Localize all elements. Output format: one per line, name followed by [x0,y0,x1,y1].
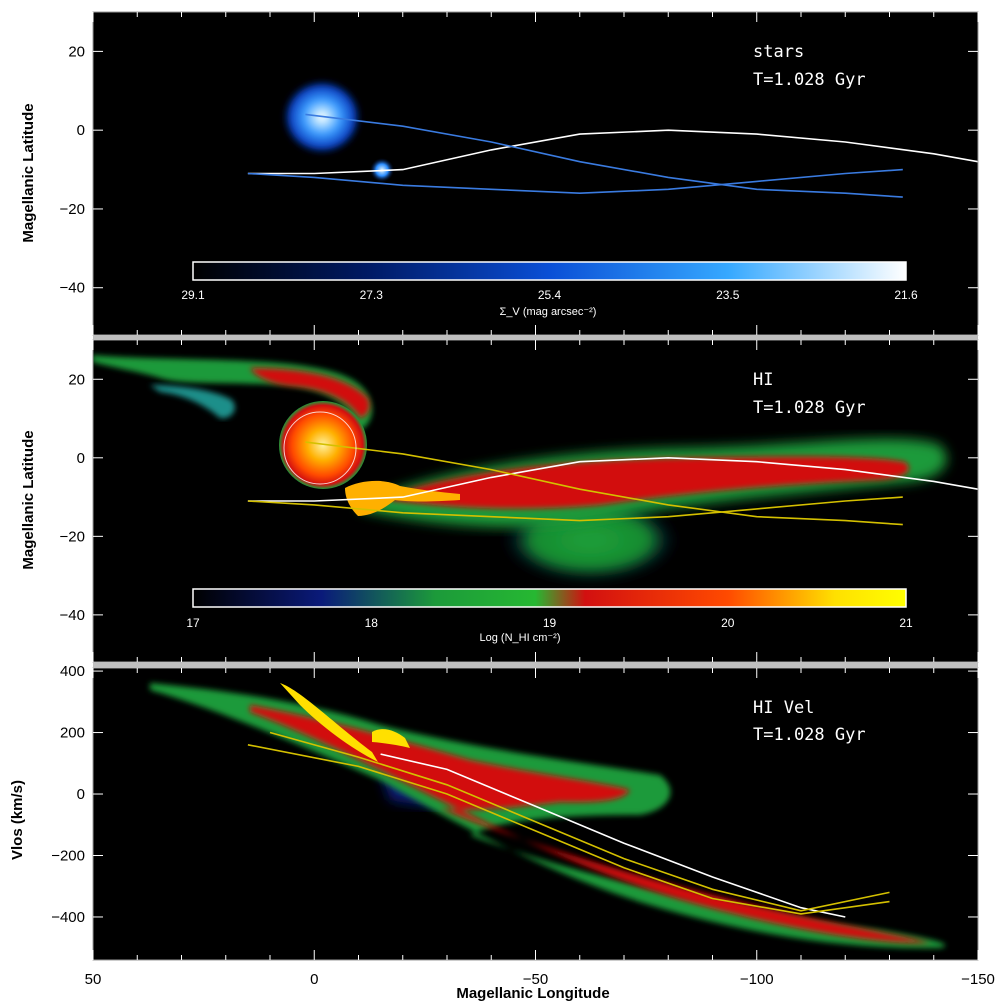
y-tick-label: 200 [60,725,85,742]
y-tick-label: −40 [60,607,85,624]
orbit-line-0 [247,129,978,175]
hi-panel-title: HI [753,370,773,390]
hi-panel: 20 0 −20 −40 HI T=1.028 Gyr 17 18 19 20 21 Log … [20,339,979,663]
colorbar-tick-label: 21.6 [894,288,918,302]
stars-orbits [247,113,978,198]
orbit-line-1 [269,731,890,912]
hi-vel-time-label: T=1.028 Gyr [753,725,866,745]
lmc-velocity-streak [280,683,378,762]
colorbar-tick-label: 27.3 [360,288,384,302]
stars-colorbar-ticks: 29.1 27.3 25.4 23.5 21.6 [181,288,918,302]
y-tick-label: 0 [77,786,85,803]
leading-arm-red [250,368,370,418]
colorbar-tick-label: 23.5 [716,288,740,302]
y-tick-label: 20 [68,371,85,388]
leading-arm-fragment [150,385,235,419]
hi-colorbar [192,588,907,608]
stars-panel: 20 0 −20 −40 stars T=1.028 Gyr 29.1 27.3 25.4… [20,11,979,336]
y-tick-label: −20 [60,528,85,545]
orbit-line-2 [247,168,903,195]
orbit-line-2 [247,744,890,915]
hi-time-label: T=1.028 Gyr [753,398,866,418]
stars-panel-title: stars [753,42,804,62]
colorbar-tick-label: 17 [186,616,200,630]
stars-colorbar [192,261,907,281]
y-tick-label: −200 [51,847,85,864]
colorbar-tick-label: 18 [365,616,379,630]
panel-separator-1 [93,335,978,340]
orbit-line-2 [247,496,903,522]
lmc-hi-ring [283,411,357,485]
hi-vel-panel: 400 200 0 −200 −400 50 0 −50 −100 −150 HI Vel T=1… [9,663,995,1001]
hi-orbits [247,441,978,526]
stars-axes: 20 0 −20 −40 [60,11,979,336]
hi-axes: 20 0 −20 −40 [60,339,979,663]
magellanic-stream-red [390,456,909,509]
hi-vel-orbits [247,731,890,918]
stars-time-label: T=1.028 Gyr [753,70,866,90]
x-tick-label: −150 [961,971,995,988]
panel-separator-2 [93,662,978,668]
orbit-line-0 [380,753,846,918]
stars-y-axis-label: Magellanic Latitude [20,103,37,242]
x-axis-label: Magellanic Longitude [456,985,609,1001]
orbit-line-1 [305,441,903,526]
x-tick-label: −100 [740,971,774,988]
colorbar-tick-label: 19 [543,616,557,630]
orbit-line-1 [305,113,903,198]
smc-bridge-hi [345,480,460,516]
y-tick-label: −400 [51,909,85,926]
y-tick-label: 0 [77,450,85,467]
colorbar-tick-label: 20 [721,616,735,630]
x-tick-label: 0 [310,971,318,988]
hi-vel-y-axis-label: Vlos (km/s) [9,780,26,860]
stars-panel-background [93,12,978,335]
stars-colorbar-label: Σ_V (mag arcsec⁻²) [500,306,597,318]
colorbar-tick-label: 21 [899,616,913,630]
colorbar-tick-label: 29.1 [181,288,205,302]
colorbar-tick-label: 25.4 [538,288,562,302]
y-tick-label: 0 [77,122,85,139]
hi-vel-panel-title: HI Vel [753,698,814,718]
velocity-red-band [250,705,930,944]
x-tick-label: 50 [85,971,102,988]
y-tick-label: −20 [60,201,85,218]
smc-velocity-streak [372,729,410,748]
hi-colorbar-ticks: 17 18 19 20 21 [186,616,913,630]
y-tick-label: 400 [60,663,85,680]
hi-colorbar-label: Log (N_HI cm⁻²) [480,632,561,644]
y-tick-label: 20 [68,43,85,60]
y-tick-label: −40 [60,280,85,297]
orbit-line-0 [247,456,978,502]
x-tick-label: −50 [523,971,548,988]
hi-y-axis-label: Magellanic Latitude [20,430,37,569]
